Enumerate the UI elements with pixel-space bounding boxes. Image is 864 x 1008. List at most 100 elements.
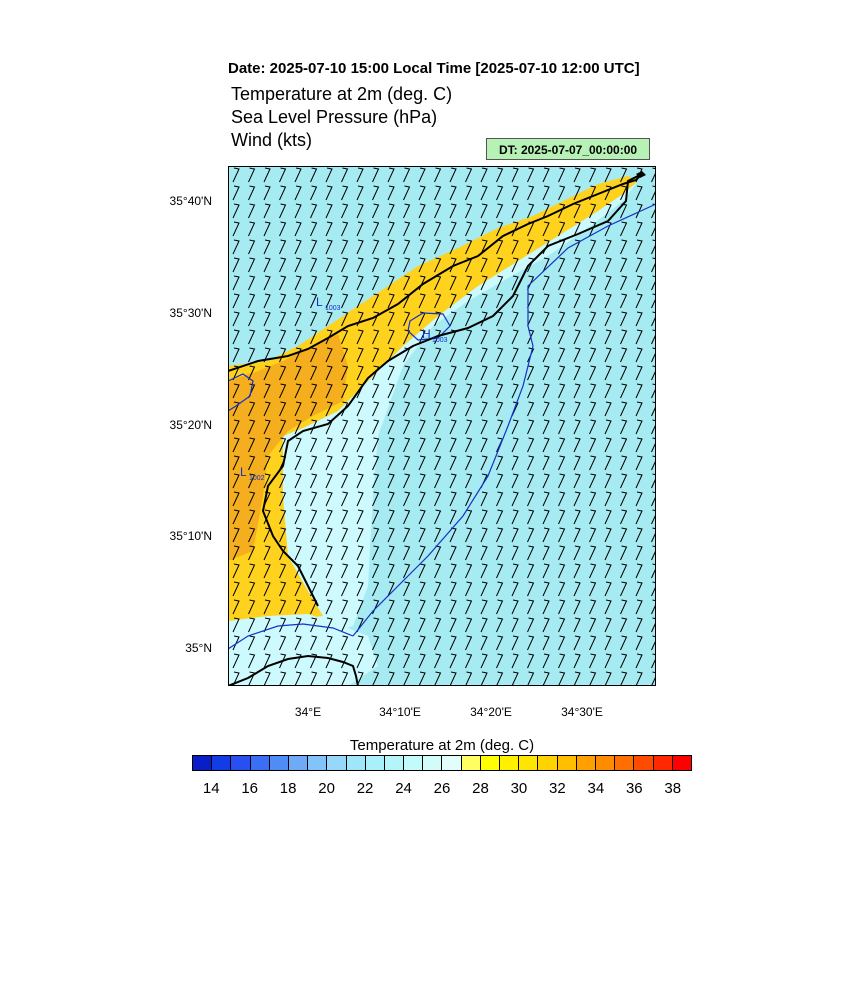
wind-barb bbox=[418, 185, 426, 201]
wind-barb bbox=[248, 365, 256, 381]
wind-barb bbox=[372, 257, 380, 273]
isobar-high-loop bbox=[407, 312, 451, 341]
wind-barb bbox=[418, 401, 426, 417]
wind-barb bbox=[589, 437, 597, 453]
wind-barb bbox=[310, 293, 318, 309]
wind-barb bbox=[263, 437, 271, 453]
wind-barb bbox=[651, 563, 656, 579]
colorbar-label: 24 bbox=[395, 780, 412, 797]
wind-barb bbox=[496, 185, 504, 201]
wind-barb bbox=[325, 527, 333, 543]
wind-barb bbox=[263, 419, 271, 435]
wind-barb bbox=[248, 545, 256, 561]
wind-barb bbox=[620, 221, 628, 237]
wind-barb bbox=[651, 509, 656, 525]
wind-barb bbox=[232, 563, 240, 579]
wind-barb bbox=[604, 653, 612, 669]
wind-barb bbox=[403, 473, 411, 489]
wind-barb bbox=[449, 275, 457, 291]
wind-barb bbox=[372, 473, 380, 489]
wind-barb bbox=[635, 599, 643, 615]
wind-barb bbox=[294, 365, 302, 381]
wind-barb bbox=[294, 491, 302, 507]
wind-barb bbox=[651, 419, 656, 435]
wind-barb bbox=[604, 563, 612, 579]
wind-barb bbox=[356, 347, 364, 363]
wind-barb bbox=[387, 671, 395, 686]
wind-barb bbox=[387, 563, 395, 579]
wind-barb bbox=[418, 365, 426, 381]
wind-barb bbox=[542, 293, 550, 309]
wind-barb bbox=[558, 167, 566, 183]
wind-barb bbox=[356, 635, 364, 651]
wind-barb bbox=[542, 419, 550, 435]
wind-barb bbox=[263, 311, 271, 327]
wind-barb bbox=[558, 203, 566, 219]
wind-barb bbox=[620, 275, 628, 291]
wind-barb bbox=[372, 365, 380, 381]
wind-barb bbox=[418, 437, 426, 453]
wind-barb bbox=[449, 491, 457, 507]
wind-barb bbox=[449, 203, 457, 219]
title-wind: Wind (kts) bbox=[231, 130, 312, 150]
wind-barb bbox=[248, 473, 256, 489]
wind-barb bbox=[480, 221, 488, 237]
wind-barb bbox=[558, 401, 566, 417]
wind-barb bbox=[325, 221, 333, 237]
colorbar-cell bbox=[461, 756, 481, 770]
wind-barb bbox=[310, 581, 318, 597]
wind-barb bbox=[604, 509, 612, 525]
wind-barb bbox=[403, 653, 411, 669]
wind-barb bbox=[465, 275, 473, 291]
wind-barb bbox=[325, 545, 333, 561]
wind-barb bbox=[372, 491, 380, 507]
wind-barb bbox=[403, 545, 411, 561]
wind-barb bbox=[418, 455, 426, 471]
wind-barb bbox=[434, 473, 442, 489]
wind-barb bbox=[232, 347, 240, 363]
wind-barb bbox=[542, 671, 550, 686]
wind-barb bbox=[341, 185, 349, 201]
wind-barb bbox=[542, 563, 550, 579]
wind-barb bbox=[449, 167, 457, 183]
wind-barb bbox=[372, 275, 380, 291]
wind-barb bbox=[620, 617, 628, 633]
wind-barb bbox=[496, 455, 504, 471]
wind-barb bbox=[310, 275, 318, 291]
wind-barb bbox=[418, 599, 426, 615]
wind-barb bbox=[573, 185, 581, 201]
wind-barb bbox=[263, 221, 271, 237]
wind-barb bbox=[248, 185, 256, 201]
wind-barb bbox=[434, 293, 442, 309]
wind-barb bbox=[325, 275, 333, 291]
wind-barb bbox=[279, 401, 287, 417]
wind-barb bbox=[651, 671, 656, 686]
wind-barb bbox=[263, 275, 271, 291]
wind-barb bbox=[263, 671, 271, 686]
wind-barb bbox=[341, 221, 349, 237]
wind-barb bbox=[651, 455, 656, 471]
wind-barb bbox=[356, 167, 364, 183]
north-coastline bbox=[228, 173, 643, 372]
wind-barb bbox=[635, 437, 643, 453]
wind-barb bbox=[558, 617, 566, 633]
wind-barb bbox=[387, 419, 395, 435]
wind-barb bbox=[496, 329, 504, 345]
wind-barb bbox=[279, 185, 287, 201]
wind-barb bbox=[325, 653, 333, 669]
colorbar-cell bbox=[538, 756, 558, 770]
wind-barb bbox=[620, 329, 628, 345]
wind-barb bbox=[325, 455, 333, 471]
wind-barb bbox=[294, 617, 302, 633]
wind-barb bbox=[279, 635, 287, 651]
wind-barb bbox=[341, 509, 349, 525]
wind-barb bbox=[465, 239, 473, 255]
wind-barb bbox=[589, 401, 597, 417]
wind-barb bbox=[635, 401, 643, 417]
wind-barb bbox=[310, 185, 318, 201]
wind-barb bbox=[356, 671, 364, 686]
wind-barb bbox=[403, 671, 411, 686]
wind-barb bbox=[480, 491, 488, 507]
wind-barb bbox=[527, 293, 535, 309]
wind-barb bbox=[635, 239, 643, 255]
